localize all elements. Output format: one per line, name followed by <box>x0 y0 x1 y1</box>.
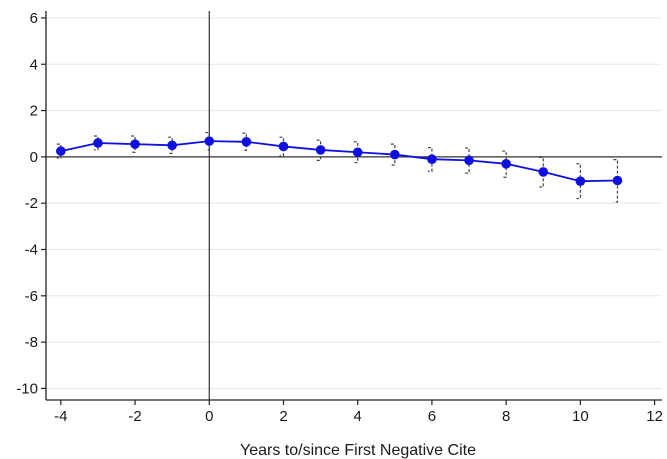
data-point <box>501 159 511 169</box>
confidence-interval <box>279 136 285 157</box>
confidence-interval <box>353 141 359 164</box>
x-tick-label: 8 <box>502 408 510 425</box>
data-point <box>427 154 437 164</box>
y-tick-label: -4 <box>25 241 38 258</box>
x-tick-label: -4 <box>54 408 67 425</box>
data-point <box>241 137 252 147</box>
data-point <box>352 147 363 158</box>
confidence-interval <box>316 139 322 161</box>
axes <box>45 11 662 401</box>
y-tick-label: 2 <box>30 103 38 120</box>
y-tick-label: -10 <box>16 380 38 397</box>
y-tick-label: 0 <box>30 149 38 166</box>
y-tick-label: -6 <box>25 288 38 305</box>
data-point <box>278 141 289 152</box>
x-tick-label: 10 <box>572 408 589 425</box>
y-tick-label: -8 <box>25 334 38 351</box>
data-point <box>464 155 474 166</box>
y-axis-ticks: 6 4 2 0 -2 -4 -6 -8 -10 <box>16 10 46 397</box>
x-tick-label: 12 <box>646 408 663 425</box>
confidence-interval <box>390 143 396 166</box>
x-tick-label: 2 <box>279 408 287 425</box>
data-point <box>56 146 66 156</box>
data-point <box>575 176 586 186</box>
series <box>56 136 623 186</box>
x-tick-label: 0 <box>205 408 213 425</box>
x-tick-label: 4 <box>354 408 362 425</box>
confidence-interval <box>539 156 544 188</box>
y-tick-label: 4 <box>30 56 38 73</box>
data-point <box>130 139 140 149</box>
gridlines <box>46 17 662 389</box>
data-point <box>167 140 177 151</box>
data-point <box>204 136 215 146</box>
y-tick-label: -2 <box>25 195 38 212</box>
y-tick-label: 6 <box>30 10 38 27</box>
series-line <box>60 140 618 183</box>
confidence-intervals <box>56 131 619 203</box>
x-axis-title: Years to/since First Negative Cite <box>240 442 476 459</box>
data-point <box>93 138 103 148</box>
x-axis-ticks: -4 -2 0 2 4 6 8 10 12 <box>54 400 663 425</box>
x-tick-label: 6 <box>428 408 436 425</box>
data-point <box>612 175 623 186</box>
data-point <box>390 149 400 160</box>
reference-lines <box>46 11 662 400</box>
data-point <box>538 167 549 177</box>
x-tick-label: -2 <box>128 408 141 425</box>
data-point <box>315 145 326 155</box>
